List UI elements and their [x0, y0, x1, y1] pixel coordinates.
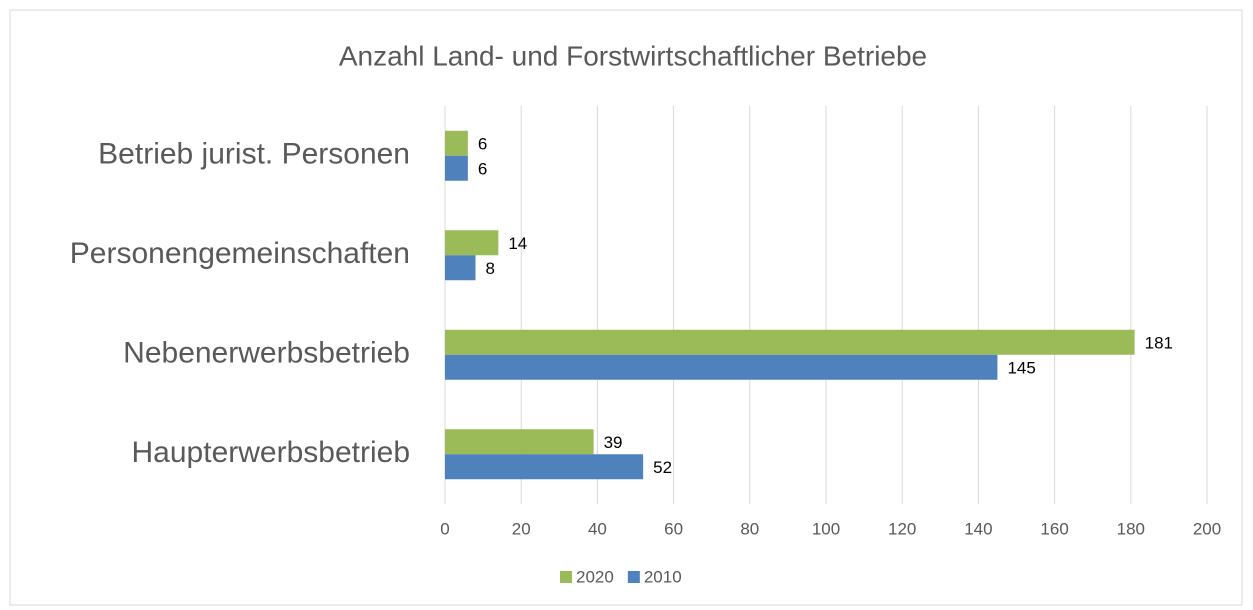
x-tick-label: 60	[664, 519, 683, 538]
x-tick-label: 40	[588, 519, 607, 538]
bar	[445, 155, 468, 181]
y-tick-label: Betrieb jurist. Personen	[98, 138, 410, 171]
chart-border	[9, 9, 1243, 606]
y-tick-label: Personengemeinschaften	[70, 237, 410, 270]
legend-swatch	[627, 571, 640, 583]
data-label: 181	[1145, 334, 1173, 353]
chart-title: Anzahl Land- und Forstwirtschaftlicher B…	[339, 40, 927, 71]
data-label: 14	[508, 234, 527, 253]
legend-label: 2020	[576, 567, 614, 586]
bar	[445, 130, 468, 156]
bar	[445, 230, 499, 256]
y-tick-label: Haupterwerbsbetrieb	[132, 436, 410, 469]
x-tick-label: 140	[964, 519, 992, 538]
legend-label: 2010	[644, 567, 682, 586]
x-tick-label: 0	[440, 519, 449, 538]
bar	[445, 255, 476, 281]
y-tick-label: Nebenerwerbsbetrieb	[123, 337, 410, 370]
bar	[445, 354, 998, 380]
bar	[445, 429, 594, 455]
x-tick-label: 20	[512, 519, 531, 538]
legend-swatch	[560, 571, 572, 583]
x-tick-label: 160	[1040, 519, 1068, 538]
bar	[445, 329, 1135, 355]
data-label: 39	[604, 433, 623, 452]
x-tick-label: 120	[888, 519, 916, 538]
x-tick-label: 180	[1117, 519, 1145, 538]
data-label: 6	[478, 135, 487, 154]
data-label: 52	[653, 458, 672, 477]
bar	[445, 454, 644, 480]
x-tick-label: 200	[1193, 519, 1221, 538]
x-tick-label: 80	[740, 519, 759, 538]
data-label: 8	[485, 259, 494, 278]
data-label: 6	[478, 160, 487, 179]
data-label: 145	[1007, 359, 1035, 378]
x-tick-label: 100	[812, 519, 840, 538]
